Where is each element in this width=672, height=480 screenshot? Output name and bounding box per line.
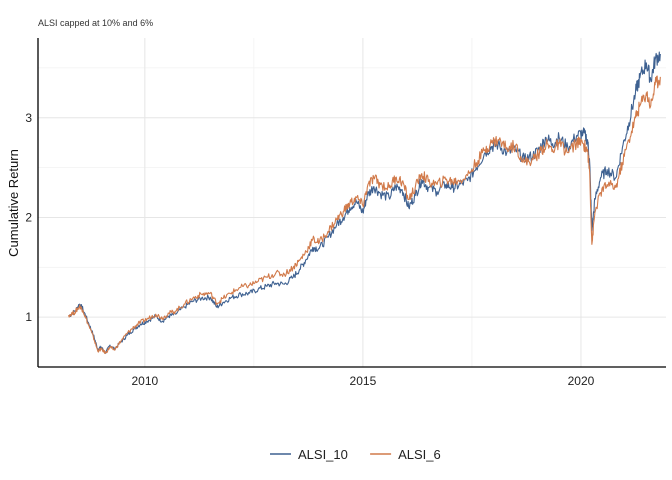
legend: ALSI_10 ALSI_6 bbox=[270, 447, 441, 462]
series-line-alsi-10 bbox=[68, 51, 661, 355]
y-axis-title: Cumulative Return bbox=[6, 149, 21, 257]
x-tick-label: 2010 bbox=[131, 374, 158, 388]
legend-label: ALSI_10 bbox=[298, 447, 348, 462]
chart-subtitle: ALSI capped at 10% and 6% bbox=[38, 18, 153, 28]
legend-label: ALSI_6 bbox=[398, 447, 441, 462]
series-layer bbox=[68, 51, 661, 355]
series-line-alsi-6 bbox=[68, 75, 661, 355]
y-tick-label: 3 bbox=[25, 111, 32, 125]
y-tick-label: 2 bbox=[25, 210, 32, 224]
x-tick-label: 2015 bbox=[350, 374, 377, 388]
tick-labels: 1 2 3 2010 2015 2020 bbox=[25, 111, 594, 388]
grid bbox=[38, 38, 666, 368]
x-tick-label: 2020 bbox=[568, 374, 595, 388]
y-tick-label: 1 bbox=[25, 310, 32, 324]
